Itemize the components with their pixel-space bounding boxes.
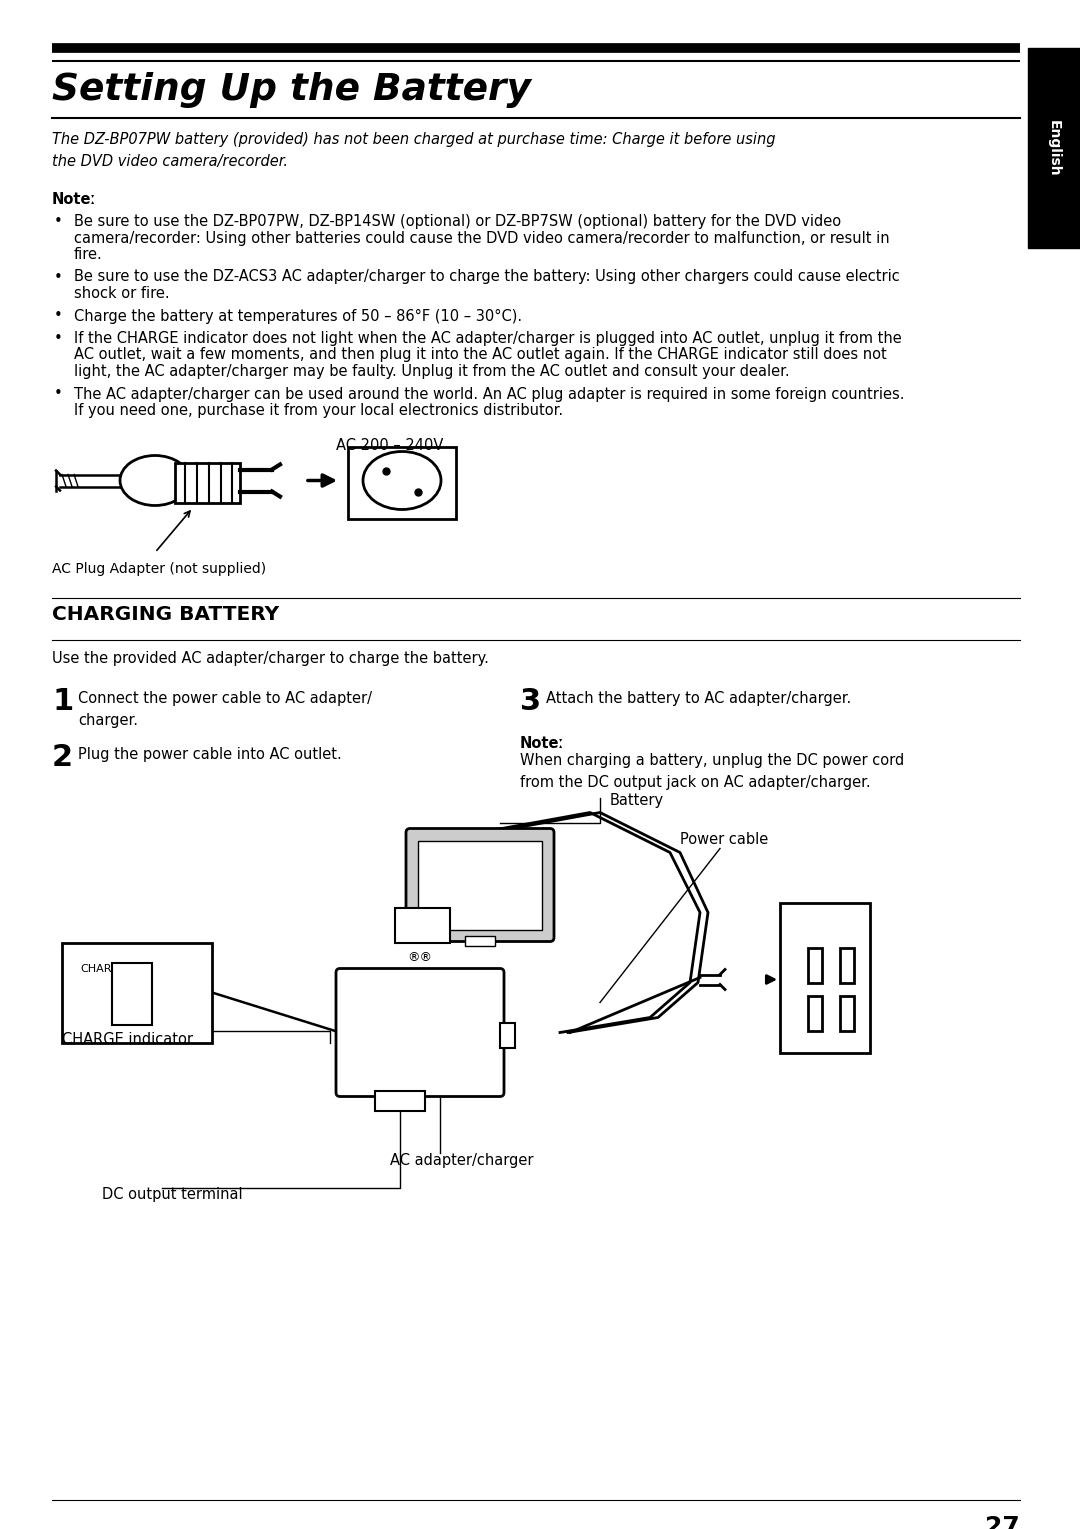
Text: Noteː: Noteː bbox=[52, 193, 96, 206]
Text: AC adapter/charger: AC adapter/charger bbox=[390, 1153, 534, 1168]
Text: Connect the power cable to AC adapter/
charger.: Connect the power cable to AC adapter/ c… bbox=[78, 691, 372, 728]
Text: ®®: ®® bbox=[407, 951, 432, 963]
Bar bbox=[808, 995, 822, 1031]
Bar bbox=[465, 936, 495, 945]
Bar bbox=[418, 841, 542, 930]
Text: Attach the battery to AC adapter/charger.: Attach the battery to AC adapter/charger… bbox=[546, 691, 851, 706]
Text: Charge the battery at temperatures of 50 – 86°F (10 – 30°C).: Charge the battery at temperatures of 50… bbox=[75, 309, 522, 324]
Text: •: • bbox=[54, 387, 63, 402]
Text: AC Plug Adapter (not supplied): AC Plug Adapter (not supplied) bbox=[52, 563, 266, 576]
Text: •: • bbox=[54, 309, 63, 324]
Text: The AC adapter/charger can be used around the world. An AC plug adapter is requi: The AC adapter/charger can be used aroun… bbox=[75, 387, 905, 402]
Bar bbox=[808, 948, 822, 983]
Bar bbox=[1028, 47, 1080, 248]
Text: Setting Up the Battery: Setting Up the Battery bbox=[52, 72, 531, 109]
Text: CHARGE: CHARGE bbox=[80, 965, 127, 974]
Text: When charging a battery, unplug the DC power cord
from the DC output jack on AC : When charging a battery, unplug the DC p… bbox=[519, 754, 904, 790]
Text: Power cable: Power cable bbox=[680, 832, 768, 847]
Text: DC output terminal: DC output terminal bbox=[102, 1188, 243, 1202]
Text: CHARGE indicator: CHARGE indicator bbox=[62, 1032, 193, 1047]
Text: Be sure to use the DZ-BP07PW, DZ-BP14SW (optional) or DZ-BP7SW (optional) batter: Be sure to use the DZ-BP07PW, DZ-BP14SW … bbox=[75, 214, 841, 229]
Bar bbox=[175, 462, 240, 503]
Text: •: • bbox=[54, 214, 63, 229]
Bar bbox=[62, 942, 212, 1043]
Text: Noteː: Noteː bbox=[519, 735, 565, 751]
Bar bbox=[780, 902, 870, 1052]
Text: camera/recorder: Using other batteries could cause the DVD video camera/recorder: camera/recorder: Using other batteries c… bbox=[75, 231, 890, 246]
Text: Plug the power cable into AC outlet.: Plug the power cable into AC outlet. bbox=[78, 746, 341, 761]
Text: CHARGING BATTERY: CHARGING BATTERY bbox=[52, 605, 279, 624]
Text: 1: 1 bbox=[52, 688, 73, 717]
Text: Battery: Battery bbox=[610, 792, 664, 807]
Text: If you need one, purchase it from your local electronics distributor.: If you need one, purchase it from your l… bbox=[75, 404, 563, 417]
Bar bbox=[348, 446, 456, 518]
Bar bbox=[840, 995, 854, 1031]
Bar bbox=[112, 962, 152, 1024]
Text: •: • bbox=[54, 269, 63, 284]
Ellipse shape bbox=[363, 451, 441, 509]
Text: shock or fire.: shock or fire. bbox=[75, 286, 170, 301]
Text: If the CHARGE indicator does not light when the AC adapter/charger is plugged in: If the CHARGE indicator does not light w… bbox=[75, 330, 902, 346]
Text: Be sure to use the DZ-ACS3 AC adapter/charger to charge the battery: Using other: Be sure to use the DZ-ACS3 AC adapter/ch… bbox=[75, 269, 900, 284]
Bar bbox=[395, 908, 450, 942]
Text: English: English bbox=[1047, 119, 1061, 176]
Bar bbox=[840, 948, 854, 983]
Text: fire.: fire. bbox=[75, 248, 103, 261]
FancyBboxPatch shape bbox=[336, 968, 504, 1096]
Text: AC outlet, wait a few moments, and then plug it into the AC outlet again. If the: AC outlet, wait a few moments, and then … bbox=[75, 347, 887, 362]
Ellipse shape bbox=[120, 456, 190, 506]
Text: 3: 3 bbox=[519, 688, 541, 717]
Text: 2: 2 bbox=[52, 743, 73, 772]
Text: light, the AC adapter/charger may be faulty. Unplug it from the AC outlet and co: light, the AC adapter/charger may be fau… bbox=[75, 364, 789, 379]
Text: Use the provided AC adapter/charger to charge the battery.: Use the provided AC adapter/charger to c… bbox=[52, 651, 489, 667]
Bar bbox=[375, 1090, 426, 1110]
Text: AC 200 – 240V: AC 200 – 240V bbox=[336, 437, 444, 453]
Text: The DZ-BP07PW battery (provided) has not been charged at purchase time: Charge i: The DZ-BP07PW battery (provided) has not… bbox=[52, 131, 775, 170]
Bar bbox=[500, 1023, 515, 1047]
Text: •: • bbox=[54, 330, 63, 346]
Text: 27: 27 bbox=[985, 1515, 1020, 1529]
FancyBboxPatch shape bbox=[406, 829, 554, 942]
